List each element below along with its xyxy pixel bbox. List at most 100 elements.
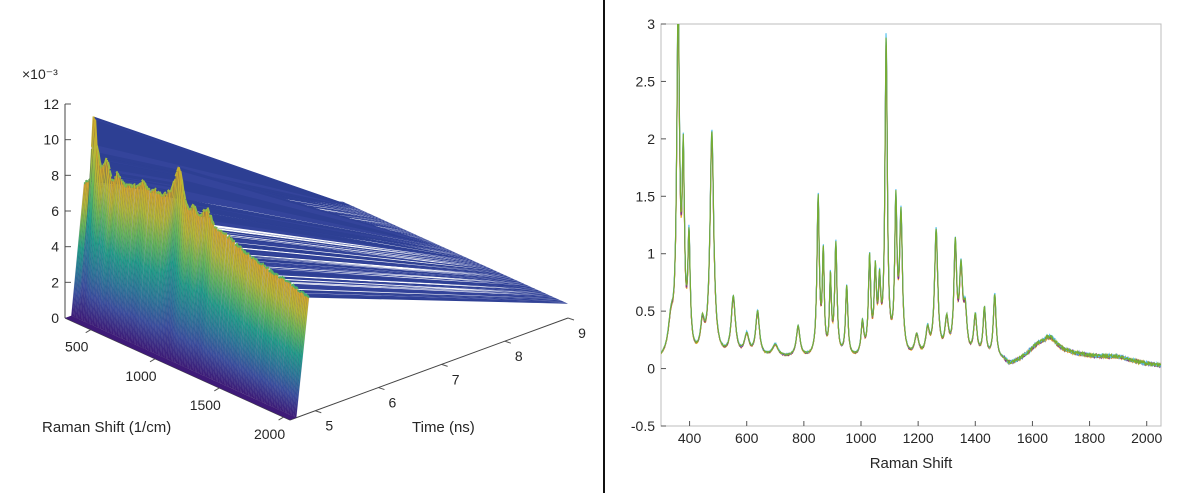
surface-decay-strip bbox=[276, 274, 538, 290]
surface-ridge bbox=[155, 191, 159, 195]
y-tick-label: 1.5 bbox=[636, 188, 656, 204]
surface-ridge bbox=[193, 205, 198, 212]
surface-decay-strip bbox=[244, 250, 506, 276]
y-tick-label: 9 bbox=[578, 325, 586, 341]
x-tick-label: 1200 bbox=[903, 430, 934, 446]
surface-ridge bbox=[256, 260, 260, 264]
surface-decay-strip bbox=[228, 235, 490, 268]
surface-ridge bbox=[179, 170, 183, 181]
surface-ridge bbox=[252, 256, 255, 259]
surface-ridge bbox=[298, 290, 302, 294]
surface-ridge bbox=[301, 290, 305, 294]
surface-ridge bbox=[228, 234, 231, 238]
surface-decay-strip bbox=[233, 240, 495, 271]
surface-ridge bbox=[306, 294, 310, 299]
surface-ridge bbox=[168, 190, 172, 194]
surface-rise-strip bbox=[236, 255, 252, 392]
surface-ridge bbox=[174, 171, 179, 177]
surface-ridge bbox=[281, 275, 284, 279]
surface-rise-strip bbox=[271, 279, 287, 408]
x-tick-label: 1000 bbox=[125, 368, 156, 384]
surface-decay-strip bbox=[283, 277, 544, 293]
surface-ridge bbox=[147, 187, 151, 191]
surface-decay-strip bbox=[292, 283, 554, 298]
surface-rise-strip bbox=[141, 188, 157, 349]
surface-rise-strip bbox=[239, 256, 255, 394]
surface-ridge bbox=[230, 238, 235, 243]
surface-decay-strip bbox=[106, 160, 368, 213]
z-tick-label: 12 bbox=[43, 96, 59, 112]
surface-ridge bbox=[255, 258, 259, 262]
surface-ridge bbox=[282, 276, 286, 280]
surface-rise-strip bbox=[275, 281, 290, 410]
surface-ridge bbox=[284, 279, 288, 283]
surface-ridge bbox=[285, 279, 289, 283]
surface-ridge bbox=[206, 207, 211, 214]
surface-decay-strip bbox=[239, 245, 501, 274]
surface-ridge bbox=[115, 170, 119, 174]
surface-ridge bbox=[229, 236, 233, 241]
surface-ridge bbox=[239, 245, 243, 249]
x-tick-mark bbox=[85, 329, 91, 334]
surface-rise-strip bbox=[93, 160, 109, 327]
surface-ridge bbox=[224, 232, 228, 235]
x-tick-label: 2000 bbox=[1131, 430, 1162, 446]
surface-decay-strip bbox=[183, 190, 445, 248]
surface-rise-strip bbox=[243, 257, 258, 395]
surface-decay-strip bbox=[246, 252, 507, 276]
surface-decay-strip bbox=[270, 268, 531, 287]
surface-decay-strip bbox=[257, 261, 519, 282]
surface-decay-strip bbox=[273, 273, 535, 289]
surface-ridge bbox=[161, 192, 166, 197]
y-tick-label: 8 bbox=[515, 348, 523, 364]
surface-ridge bbox=[295, 286, 299, 290]
surface-ridge bbox=[184, 199, 188, 206]
surface-decay-strip bbox=[191, 204, 453, 252]
surface-ridge bbox=[276, 273, 279, 276]
y-tick-label: 2 bbox=[647, 131, 655, 147]
surface-ridge bbox=[263, 264, 267, 268]
surface-ridge bbox=[237, 245, 241, 249]
surface-ridge bbox=[94, 119, 98, 150]
surface-decay-strip bbox=[284, 280, 546, 294]
surface-decay-strip bbox=[243, 249, 504, 275]
surface-ridge bbox=[112, 178, 116, 182]
surface-ridge bbox=[268, 269, 272, 273]
y-tick-mark bbox=[504, 340, 511, 344]
surface-ridge bbox=[182, 190, 187, 200]
surface-ridge bbox=[103, 157, 108, 164]
surface-rise-strip bbox=[204, 229, 220, 378]
surface-decay-strip bbox=[180, 171, 441, 247]
surface-rise-strip bbox=[254, 267, 270, 400]
surface-rise-strip bbox=[170, 190, 186, 362]
surface-ridge bbox=[158, 191, 162, 196]
surface-decay-strip bbox=[193, 204, 454, 252]
surface-ridge bbox=[149, 190, 152, 194]
surface-rise-strip bbox=[96, 170, 112, 329]
surface-decay-strip bbox=[209, 214, 471, 260]
surface-decay-strip bbox=[98, 152, 360, 209]
surface-ridge bbox=[221, 231, 225, 235]
surface-decay-strip bbox=[305, 293, 567, 303]
x-tick-mark bbox=[149, 358, 156, 363]
z-tick-label: 0 bbox=[51, 310, 59, 326]
y-axis-line bbox=[289, 317, 569, 421]
z-tick-label: 8 bbox=[51, 167, 59, 183]
x-tick-mark bbox=[214, 387, 220, 392]
surface-ridge bbox=[195, 211, 199, 215]
surface-rise-strip bbox=[209, 232, 225, 380]
surface-ridge bbox=[205, 208, 209, 212]
x-tick-label: 2000 bbox=[254, 426, 285, 442]
surface-decay-strip bbox=[296, 286, 557, 299]
surface-rise-strip bbox=[178, 203, 194, 366]
surface-decay-strip bbox=[272, 270, 533, 288]
surface-decay-strip bbox=[260, 263, 522, 283]
surface-rise-strip bbox=[217, 236, 233, 383]
y-tick-label: 2.5 bbox=[636, 73, 656, 89]
surface-ridge bbox=[95, 145, 100, 154]
surface-ridge bbox=[303, 292, 307, 297]
z-tick-label: 6 bbox=[51, 203, 59, 219]
surface-body bbox=[65, 116, 568, 420]
y-tick-label: 3 bbox=[647, 16, 655, 32]
surface-decay-strip bbox=[210, 215, 472, 260]
